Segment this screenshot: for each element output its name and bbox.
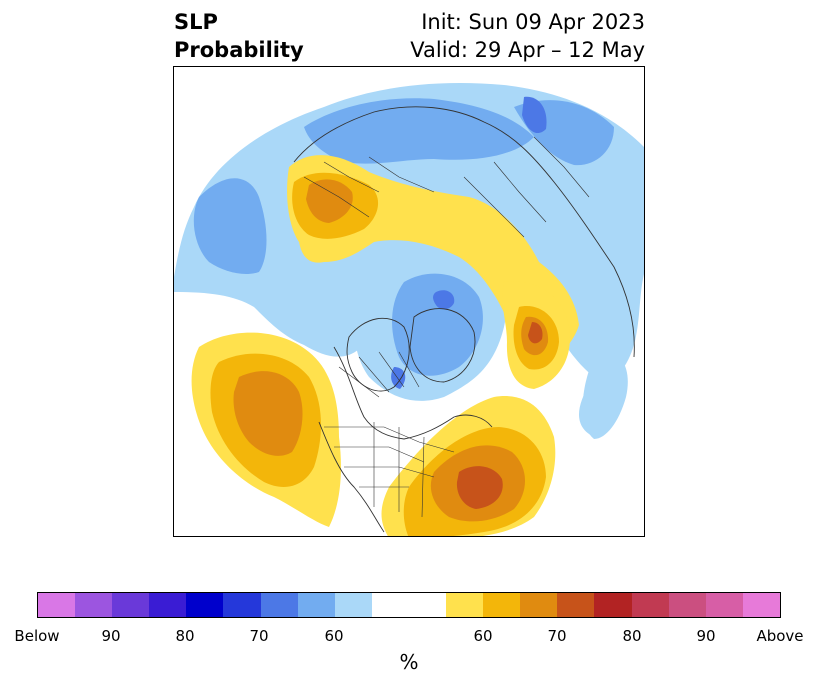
colorbar-swatch-15 xyxy=(594,593,632,617)
probability-map xyxy=(174,83,644,536)
colorbar-tick-label: 80 xyxy=(622,627,642,645)
colorbar-swatch-12 xyxy=(483,593,521,617)
colorbar-tick-label: 80 xyxy=(175,627,195,645)
below-mid-pole xyxy=(392,273,483,376)
eurasia-border-lines xyxy=(303,136,590,238)
colorbar-swatch-14 xyxy=(557,593,595,617)
colorbar-swatch-16 xyxy=(631,593,669,617)
canada-province-grid xyxy=(338,351,420,398)
colorbar-tick-label: 60 xyxy=(473,627,493,645)
colorbar-swatch-3 xyxy=(149,593,187,617)
yellow-shading xyxy=(191,155,579,536)
below-mid-europe xyxy=(304,98,534,164)
colorbar-tick-label: 90 xyxy=(101,627,121,645)
us-state-grid xyxy=(324,422,455,518)
colorbar-swatch-10 xyxy=(408,593,447,617)
map-title-dates: Init: Sun 09 Apr 2023 Valid: 29 Apr – 12… xyxy=(410,8,645,64)
colorbar-swatch-2 xyxy=(112,593,150,617)
colorbar-swatch-7 xyxy=(297,593,335,617)
valid-date-label: Valid: 29 Apr – 12 May xyxy=(410,38,645,62)
colorbar-swatch-19 xyxy=(742,593,780,617)
colorbar-tick-label: Above xyxy=(756,627,804,645)
init-date-label: Init: Sun 09 Apr 2023 xyxy=(421,10,645,34)
above-strong-pacific xyxy=(233,371,303,456)
colorbar-swatch-17 xyxy=(668,593,706,617)
colorbar-swatch-6 xyxy=(260,593,298,617)
below-strong-spot xyxy=(433,290,455,310)
below-strong-north xyxy=(522,96,547,134)
colorbar-swatch-11 xyxy=(446,593,484,617)
colorbar-swatch-13 xyxy=(520,593,558,617)
colorbar-swatch-0 xyxy=(38,593,76,617)
above-strongest-ural xyxy=(528,322,543,344)
title-line-slp: SLP xyxy=(174,10,218,34)
title-line-probability: Probability xyxy=(174,38,304,62)
coastline-eurasia xyxy=(293,106,635,358)
colorbar-unit-label: % xyxy=(399,650,419,674)
colorbar-swatch-4 xyxy=(186,593,224,617)
coastline-greenland xyxy=(409,308,476,383)
colorbar-swatch-18 xyxy=(705,593,743,617)
coastline-north-america xyxy=(318,346,493,533)
colorbar-swatch-1 xyxy=(75,593,113,617)
colorbar-tick-label: Below xyxy=(14,627,60,645)
colorbar-swatch-8 xyxy=(334,593,372,617)
colorbar-tick-label: 90 xyxy=(696,627,716,645)
map-boundaries xyxy=(293,106,635,533)
below-light-atlantic xyxy=(582,351,628,439)
above-strong-europe xyxy=(306,179,353,223)
colorbar-swatch-5 xyxy=(223,593,261,617)
below-mid-pacific xyxy=(193,178,267,274)
probability-colorbar xyxy=(37,592,781,618)
colorbar-tick-label: 60 xyxy=(324,627,344,645)
coastline-arctic xyxy=(346,317,410,392)
map-title-variable: SLP Probability xyxy=(174,8,304,64)
above-strongest-atlantic xyxy=(456,466,503,509)
map-panel xyxy=(173,66,645,537)
colorbar-tick-label: 70 xyxy=(249,627,269,645)
colorbar-swatch-9 xyxy=(371,593,409,617)
colorbar-tick-label: 70 xyxy=(547,627,567,645)
